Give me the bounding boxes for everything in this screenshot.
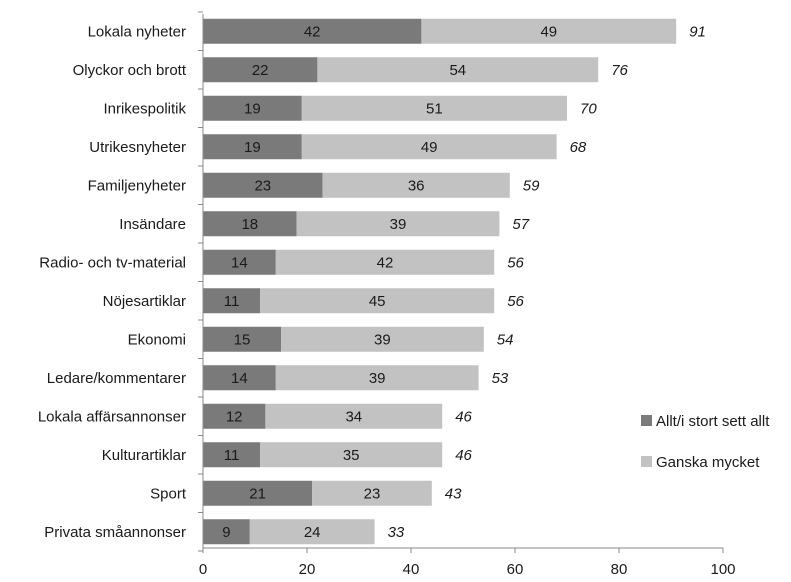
legend-label: Allt/i stort sett allt [656,413,770,430]
bar-segment [249,519,375,545]
data-label: 23 [364,485,381,502]
total-label: 59 [523,177,540,194]
bar-segment [312,480,432,506]
data-label: 45 [369,293,386,310]
x-tick-label: 60 [507,561,524,578]
total-label: 56 [507,254,524,271]
bar-segment [317,57,599,83]
bar-segment [275,249,495,275]
category-label: Radio- och tv-material [39,254,186,271]
bar-segment [203,519,250,545]
category-label: Lokala affärsannonser [38,408,186,425]
total-label: 70 [580,100,597,117]
bar-segment [203,326,281,352]
total-label: 56 [507,293,524,310]
x-tick-label: 0 [199,561,207,578]
labels-group: Lokala nyheter 42 49 91 Olyckor och brott 22 5… [38,23,706,541]
bar-segment [203,134,302,160]
total-label: 33 [388,524,405,541]
legend-label: Ganska mycket [656,454,760,471]
data-label: 51 [426,100,443,117]
total-label: 43 [445,485,462,502]
data-label: 15 [234,331,251,348]
data-label: 14 [231,254,248,271]
legend: Allt/i stort sett allt Ganska mycket [641,413,770,471]
x-tick-label: 100 [710,561,735,578]
bar-segment [265,403,443,429]
bar-segment [301,134,557,160]
category-label: Kulturartiklar [102,447,186,464]
data-label: 18 [241,216,258,233]
legend-swatch [641,456,652,467]
category-label: Utrikesnyheter [89,139,186,156]
bar-segment [260,442,443,468]
data-label: 42 [304,23,321,40]
category-label: Familjenyheter [88,177,186,194]
bar-segment [203,249,276,275]
category-label: Nöjesartiklar [103,293,186,310]
data-label: 39 [374,331,391,348]
category-label: Sport [150,485,187,502]
bar-segment [203,288,261,314]
total-label: 76 [611,62,628,79]
category-label: Insändare [119,216,186,233]
bar-segment [296,211,500,237]
bar-segment [203,365,276,391]
data-label: 9 [222,524,230,541]
total-label: 91 [689,23,706,40]
total-label: 46 [455,447,472,464]
legend-swatch [641,415,652,426]
data-label: 19 [244,139,261,156]
bar-segment [260,288,495,314]
total-label: 46 [455,408,472,425]
bar-segment [203,172,323,198]
bars-group [203,18,677,545]
bar-segment [203,18,422,44]
data-label: 12 [226,408,243,425]
data-label: 35 [343,447,360,464]
bar-segment [322,172,510,198]
bar-segment [203,403,266,429]
data-label: 11 [224,447,240,464]
bar-segment [421,18,677,44]
x-tick-label: 20 [299,561,316,578]
data-label: 21 [249,485,266,502]
category-label: Inrikespolitik [103,100,186,117]
data-label: 23 [254,177,271,194]
data-label: 34 [345,408,362,425]
data-label: 22 [252,62,269,79]
data-label: 11 [224,293,240,310]
category-label: Lokala nyheter [88,23,186,40]
total-label: 54 [497,331,514,348]
data-label: 19 [244,100,261,117]
category-label: Olyckor och brott [73,62,187,79]
axes-group: 0 20 40 60 80 100 [198,11,736,578]
data-label: 49 [540,23,557,40]
x-tick-label: 40 [403,561,420,578]
data-label: 14 [231,370,248,387]
bar-segment [203,57,318,83]
data-label: 42 [377,254,394,271]
category-label: Privata småannonser [44,524,186,541]
category-label: Ekonomi [128,331,186,348]
bar-segment [275,365,479,391]
bar-segment [301,95,567,121]
bar-segment [203,442,261,468]
bar-segment [281,326,484,352]
data-label: 36 [408,177,425,194]
total-label: 57 [512,216,529,233]
bar-segment [203,480,313,506]
data-label: 54 [449,62,466,79]
bar-segment [203,95,302,121]
bar-segment [203,211,297,237]
data-label: 24 [304,524,321,541]
total-label: 53 [492,370,509,387]
total-label: 68 [570,139,587,156]
data-label: 39 [390,216,407,233]
category-label: Ledare/kommentarer [47,370,186,387]
data-label: 39 [369,370,386,387]
x-tick-label: 80 [611,561,628,578]
data-label: 49 [421,139,438,156]
